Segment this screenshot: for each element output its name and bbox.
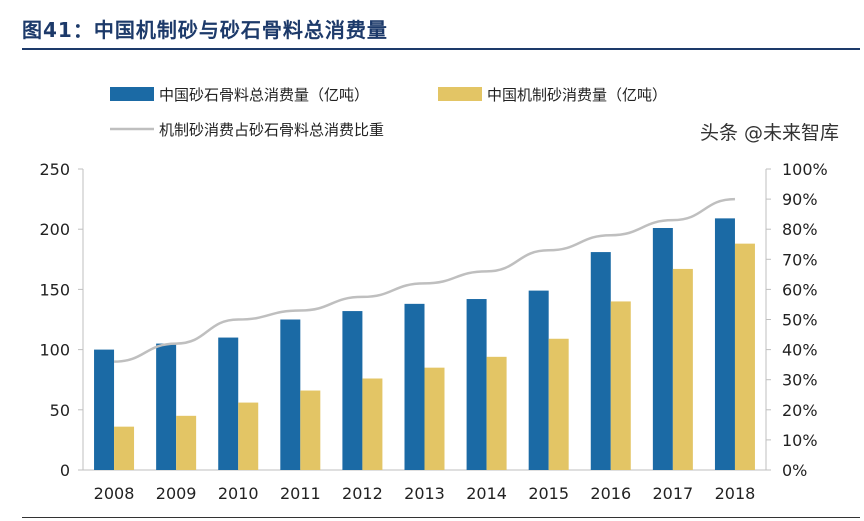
- left-tick-label: 250: [39, 160, 70, 179]
- legend-swatch-0: [110, 87, 154, 101]
- bar-manufactured-2017: [672, 268, 693, 470]
- right-tick-label: 80%: [782, 220, 818, 239]
- bar-manufactured-2016: [610, 301, 631, 470]
- bar-manufactured-2018: [734, 243, 755, 470]
- bar-manufactured-2010: [238, 402, 259, 470]
- x-tick-label: 2011: [280, 484, 321, 503]
- x-tick-label: 2010: [218, 484, 259, 503]
- left-tick-label: 150: [39, 280, 70, 299]
- watermark: 头条 @未来智库: [700, 122, 840, 144]
- bar-manufactured-2009: [176, 415, 197, 470]
- x-tick-label: 2008: [94, 484, 135, 503]
- left-tick-label: 50: [50, 401, 70, 420]
- x-tick-label: 2009: [156, 484, 197, 503]
- bar-manufactured-2015: [548, 338, 569, 470]
- bar-total-2010: [218, 337, 239, 470]
- right-tick-label: 40%: [782, 341, 818, 360]
- left-tick-label: 0: [60, 461, 70, 480]
- bar-total-2014: [466, 299, 487, 470]
- x-tick-label: 2014: [466, 484, 507, 503]
- bar-manufactured-2013: [424, 367, 445, 470]
- bar-total-2012: [342, 311, 363, 470]
- right-tick-label: 20%: [782, 401, 818, 420]
- bar-total-2011: [280, 319, 301, 470]
- bar-total-2015: [528, 290, 549, 470]
- right-tick-label: 100%: [782, 160, 828, 179]
- right-tick-label: 90%: [782, 190, 818, 209]
- bar-total-2013: [404, 303, 425, 470]
- x-tick-label: 2012: [342, 484, 383, 503]
- bar-total-2009: [156, 343, 177, 470]
- bar-manufactured-2008: [114, 426, 135, 470]
- right-tick-label: 60%: [782, 280, 818, 299]
- x-tick-label: 2018: [715, 484, 756, 503]
- bar-total-2018: [714, 218, 735, 470]
- x-tick-label: 2015: [528, 484, 569, 503]
- x-tick-label: 2016: [590, 484, 631, 503]
- title-divider: [22, 48, 860, 50]
- legend-swatch-1: [438, 87, 482, 101]
- x-tick-label: 2013: [404, 484, 445, 503]
- bar-manufactured-2011: [300, 390, 321, 470]
- bar-manufactured-2012: [362, 378, 383, 470]
- legend-label-1: 中国机制砂消费量（亿吨）: [487, 86, 667, 104]
- right-tick-label: 0%: [782, 461, 807, 480]
- legend-label-0: 中国砂石骨料总消费量（亿吨）: [159, 86, 369, 104]
- right-tick-label: 70%: [782, 250, 818, 269]
- right-tick-label: 10%: [782, 431, 818, 450]
- right-tick-label: 50%: [782, 311, 818, 330]
- page-title: 图41：中国机制砂与砂石骨料总消费量: [22, 18, 388, 42]
- bar-total-2008: [94, 349, 115, 470]
- x-tick-label: 2017: [653, 484, 694, 503]
- legend-label-2: 机制砂消费占砂石骨料总消费比重: [159, 121, 384, 139]
- left-tick-label: 100: [39, 341, 70, 360]
- left-tick-label: 200: [39, 220, 70, 239]
- right-tick-label: 30%: [782, 371, 818, 390]
- bar-total-2017: [652, 227, 673, 470]
- bottom-divider: [22, 517, 860, 518]
- bar-manufactured-2014: [486, 356, 507, 470]
- bar-total-2016: [590, 252, 611, 470]
